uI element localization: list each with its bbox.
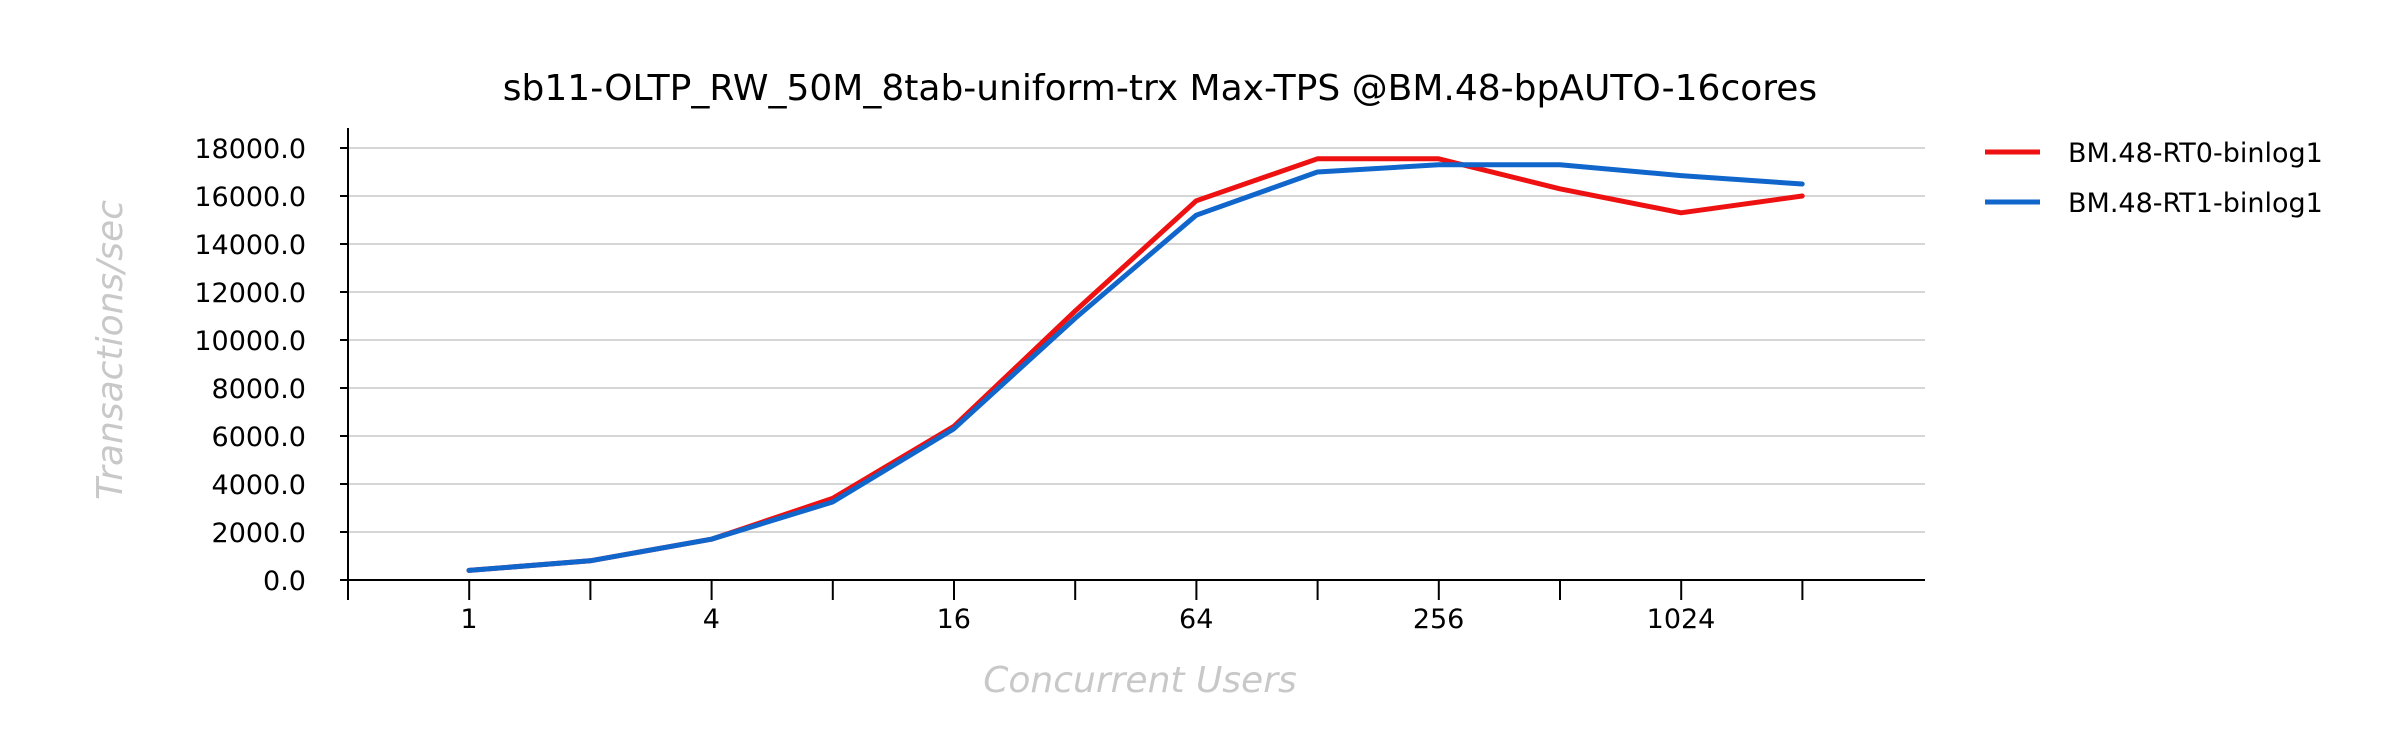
y-tick-label: 14000.0 xyxy=(194,230,306,261)
y-tick-label: 2000.0 xyxy=(212,518,306,549)
y-tick-label: 6000.0 xyxy=(212,422,306,453)
y-tick-label: 18000.0 xyxy=(194,134,306,165)
y-axis-ticks: 0.0 2000.0 4000.0 6000.0 8000.0 10000.0 12000.… xyxy=(194,134,348,597)
x-axis-label: Concurrent Users xyxy=(983,660,1297,701)
y-axis-label: Transactions/sec xyxy=(90,200,131,500)
x-tick-label: 1024 xyxy=(1647,604,1716,635)
y-tick-label: 0.0 xyxy=(263,566,306,597)
y-tick-label: 12000.0 xyxy=(194,278,306,309)
legend-label: BM.48-RT0-binlog1 xyxy=(2068,138,2323,169)
gridlines xyxy=(348,147,1925,533)
legend: BM.48-RT0-binlog1 BM.48-RT1-binlog1 xyxy=(1985,138,2323,219)
series-lines xyxy=(466,156,1805,573)
x-tick-label: 1 xyxy=(460,604,477,635)
x-tick-label: 64 xyxy=(1179,604,1213,635)
y-tick-label: 10000.0 xyxy=(194,326,306,357)
y-tick-label: 8000.0 xyxy=(212,374,306,405)
y-tick-label: 4000.0 xyxy=(212,470,306,501)
series-line xyxy=(466,156,1805,573)
x-axis-ticks: 1 4 16 64 256 1024 xyxy=(347,580,1804,635)
x-tick-label: 256 xyxy=(1413,604,1465,635)
chart-title: sb11-OLTP_RW_50M_8tab-uniform-trx Max-TP… xyxy=(503,68,1817,109)
x-tick-label: 16 xyxy=(937,604,971,635)
y-tick-label: 16000.0 xyxy=(194,182,306,213)
x-tick-label: 4 xyxy=(703,604,720,635)
legend-label: BM.48-RT1-binlog1 xyxy=(2068,188,2323,219)
series-line xyxy=(466,162,1805,573)
